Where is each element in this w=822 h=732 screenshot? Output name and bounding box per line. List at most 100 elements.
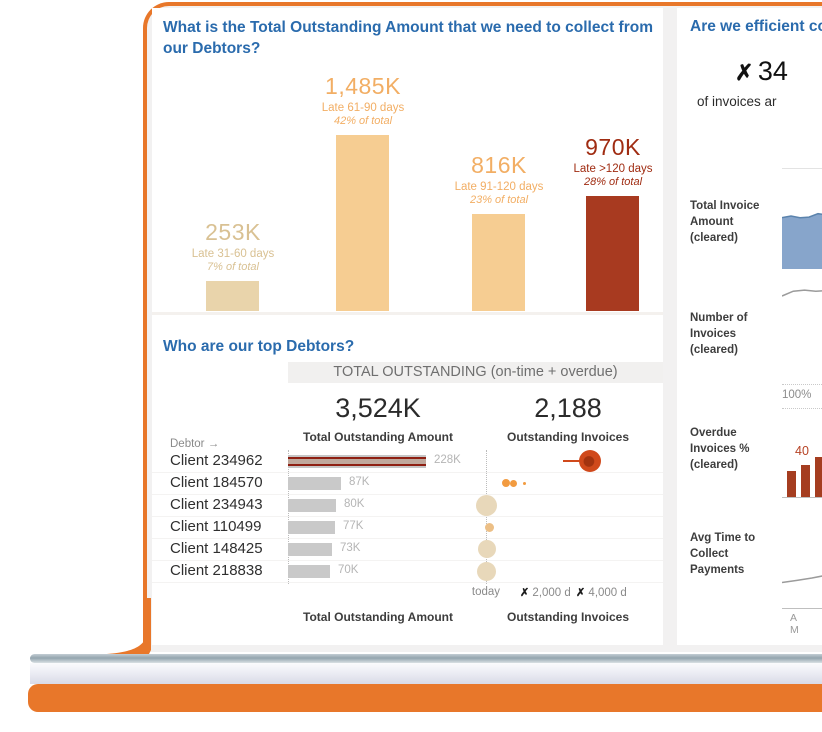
row-label-total-invoice-amount: Total Invoice Amount (cleared)	[690, 200, 760, 245]
panel-title-debtors: Who are our top Debtors?	[163, 338, 355, 355]
bar-group-late-31-60[interactable]: 253K Late 31-60 days 7% of total	[168, 66, 298, 311]
line-chart-avg-collect-time[interactable]	[781, 570, 822, 586]
bar-category-label: Late 91-120 days	[454, 181, 544, 193]
bar-group-late-91-120[interactable]: 816K Late 91-120 days 23% of total	[434, 66, 564, 311]
total-outstanding-band: TOTAL OUTSTANDING (on-time + overdue)	[288, 362, 663, 383]
column-footer-invoices: Outstanding Invoices	[506, 610, 629, 624]
kpi-label: Outstanding Invoices	[506, 430, 629, 444]
bar-percent-label: 23% of total	[469, 194, 529, 206]
amount-bar[interactable]	[288, 499, 336, 512]
bar-value-label: 970K	[585, 134, 641, 160]
laptop-deck	[30, 663, 822, 684]
debtor-name: Client 218838	[170, 562, 263, 579]
bar-category-label: Late 61-90 days	[321, 102, 405, 114]
debtor-row[interactable]: Client 110499 77K	[152, 516, 663, 539]
invoice-dot[interactable]	[484, 522, 494, 532]
bar-group-late-120plus[interactable]: 970K Late >120 days 28% of total	[548, 66, 678, 311]
bar[interactable]	[206, 281, 259, 311]
dot-axis-legend: today ✗ 2,000 d ✗ 4,000 d	[152, 586, 663, 602]
debtor-name: Client 234943	[170, 496, 263, 513]
laptop-hinge	[30, 654, 822, 663]
bar-annotation: 40	[795, 444, 809, 458]
amount-value: 228K	[434, 454, 461, 466]
debtor-name: Client 110499	[170, 518, 262, 535]
tick-2000d: ✗ 2,000 d	[520, 587, 571, 599]
debtor-row[interactable]: Client 218838 70K	[152, 560, 663, 583]
panel-outstanding: What is the Total Outstanding Amount tha…	[152, 8, 663, 645]
amount-bar[interactable]	[288, 565, 330, 578]
amount-bar[interactable]	[288, 521, 335, 534]
amount-value: 77K	[343, 520, 364, 532]
line-chart-invoice-count[interactable]	[781, 284, 822, 300]
bar-value-label: 253K	[205, 219, 261, 245]
amount-value: 70K	[338, 564, 359, 576]
time-axis-line	[782, 608, 822, 609]
invoice-dot[interactable]	[501, 479, 510, 487]
invoice-dot[interactable]	[510, 479, 518, 487]
debtor-row[interactable]: Client 234962 228K	[152, 450, 663, 473]
kpi-total-outstanding-amount: 3,524K Total Outstanding Amount	[268, 393, 488, 444]
debtor-row[interactable]: Client 234943 80K	[152, 494, 663, 517]
invoice-dot[interactable]	[522, 481, 526, 485]
row-label-overdue-invoices: Overdue Invoices % (cleared)	[690, 427, 750, 472]
bar-category-label: Late 31-60 days	[191, 248, 275, 260]
debtor-name: Client 184570	[170, 474, 263, 491]
tick-4000d: ✗ 4,000 d	[576, 587, 627, 599]
bar-value-label: 816K	[471, 152, 527, 178]
kpi-outstanding-invoices: 2,188 Outstanding Invoices	[482, 393, 654, 444]
amount-bar[interactable]	[288, 455, 426, 468]
row-label-number-of-invoices: Number of Invoices (cleared)	[690, 312, 748, 357]
bar-group-late-61-90[interactable]: 1,485K Late 61-90 days 42% of total	[298, 66, 428, 311]
bar[interactable]	[472, 214, 525, 311]
amount-value: 73K	[340, 542, 361, 554]
aging-bar-chart: 253K Late 31-60 days 7% of total 1,485K …	[152, 66, 663, 311]
x-marker-icon: ✗	[520, 587, 530, 599]
amount-bar[interactable]	[288, 477, 341, 490]
base-accent-bar	[28, 684, 822, 712]
bar-percent-label: 42% of total	[333, 115, 393, 127]
invoice-dot[interactable]	[477, 540, 496, 558]
bar-percent-label: 28% of total	[583, 176, 643, 188]
panel-efficiency: Are we efficient co ✗ 34 of invoices ar …	[677, 8, 822, 645]
amount-bar[interactable]	[288, 543, 332, 556]
amount-value: 80K	[344, 498, 365, 510]
invoice-dot[interactable]	[579, 450, 601, 472]
ref-label-100pct: 100%	[782, 389, 812, 401]
kpi-big-stat: ✗ 34	[735, 56, 788, 86]
x-marker-icon: ✗	[576, 587, 586, 599]
column-footer-amount: Total Outstanding Amount	[303, 610, 453, 624]
debtor-row[interactable]: Client 148425 73K	[152, 538, 663, 561]
debtor-name: Client 148425	[170, 540, 263, 557]
panel-title-efficiency: Are we efficient co	[690, 18, 822, 35]
debtor-name: Client 234962	[170, 452, 263, 469]
month-axis-labels: A M	[790, 612, 806, 636]
bar-chart-overdue-pct[interactable]	[787, 455, 822, 497]
bar-percent-label: 7% of total	[207, 261, 259, 273]
area-chart-invoice-amount[interactable]	[781, 212, 822, 269]
invoice-dot[interactable]	[476, 494, 498, 516]
x-marker-icon: ✗	[735, 60, 754, 85]
kpi-value: 3,524K	[335, 393, 421, 423]
section-divider	[152, 312, 663, 315]
kpi-subtitle: of invoices ar	[697, 94, 777, 109]
bars-axis-line	[288, 450, 289, 584]
debtor-axis-label: Debtor →	[170, 438, 220, 450]
kpi-value: 2,188	[534, 393, 602, 423]
invoice-dot[interactable]	[476, 561, 496, 581]
today-label: today	[471, 586, 501, 598]
panel-title-outstanding: What is the Total Outstanding Amount tha…	[163, 19, 653, 57]
amount-value: 87K	[349, 476, 370, 488]
row-label-avg-collect-time: Avg Time to Collect Payments	[690, 532, 756, 577]
row-divider	[782, 168, 822, 169]
bar[interactable]	[336, 135, 389, 311]
bar-axis-line	[782, 497, 822, 498]
bar[interactable]	[586, 196, 639, 311]
kpi-label: Total Outstanding Amount	[303, 430, 453, 444]
debtor-row[interactable]: Client 184570 87K	[152, 472, 663, 495]
bar-value-label: 1,485K	[325, 73, 401, 99]
ref-line-100pct	[782, 384, 822, 385]
frame-swoosh	[30, 598, 151, 672]
today-reference-line	[486, 450, 487, 584]
ref-line-secondary	[782, 408, 822, 409]
